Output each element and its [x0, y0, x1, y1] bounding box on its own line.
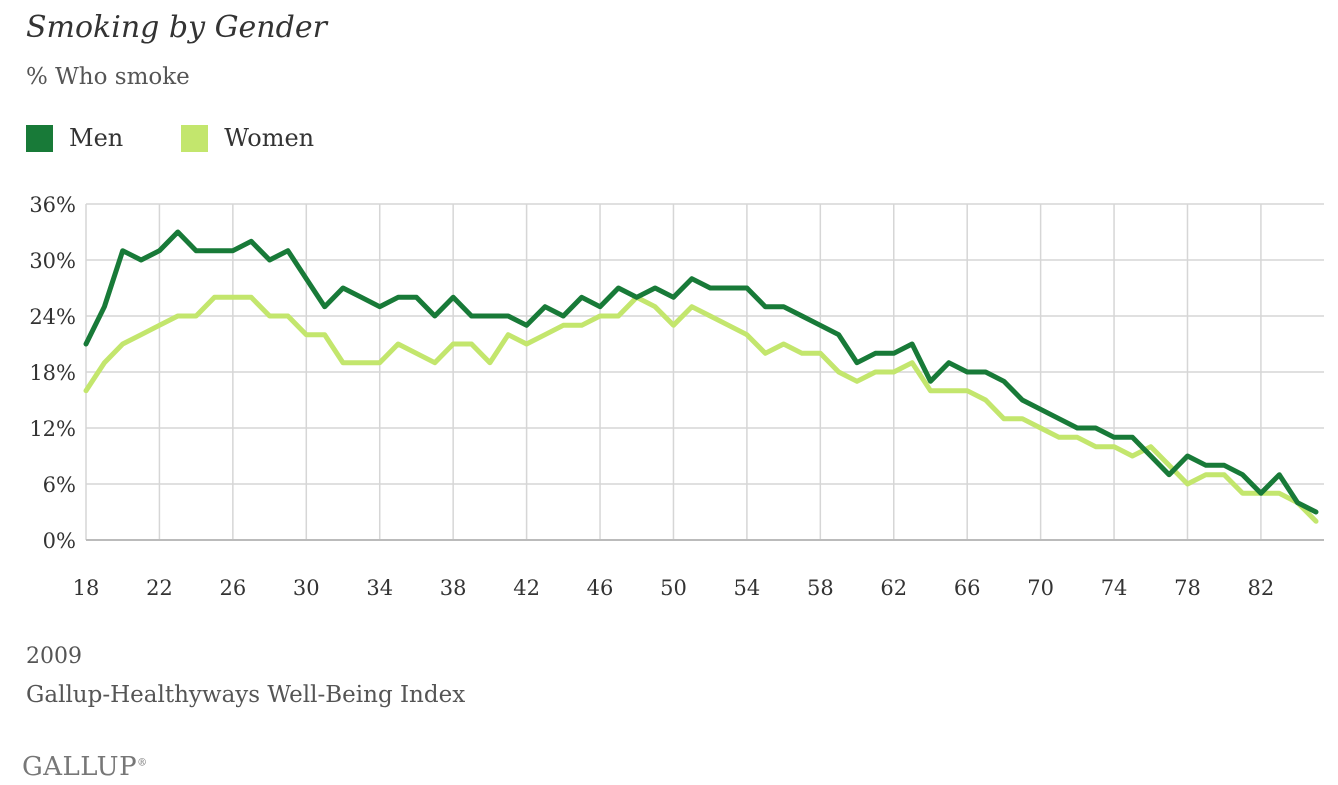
x-tick-label: 26 [219, 576, 246, 600]
y-tick-label: 6% [43, 473, 76, 497]
chart-subtitle: % Who smoke [26, 64, 190, 90]
footer-source: Gallup-Healthyways Well-Being Index [26, 682, 466, 708]
legend-label-women: Women [224, 124, 315, 152]
x-tick-label: 78 [1174, 576, 1201, 600]
grid [85, 203, 1324, 541]
legend-item-women: Women [181, 124, 314, 152]
x-tick-label: 22 [146, 576, 173, 600]
x-tick-label: 58 [807, 576, 834, 600]
x-tick-label: 66 [954, 576, 981, 600]
x-tick-label: 46 [587, 576, 614, 600]
legend-item-men: Men [26, 124, 123, 152]
x-tick-label: 82 [1248, 576, 1275, 600]
x-tick-label: 74 [1101, 576, 1128, 600]
x-tick-label: 42 [513, 576, 540, 600]
y-tick-label: 30% [29, 249, 76, 273]
series-line-women [83, 294, 1319, 524]
y-tick-label: 18% [29, 361, 76, 385]
legend: Men Women [26, 124, 372, 152]
x-tick-label: 30 [293, 576, 320, 600]
trademark-mark: ® [137, 757, 148, 769]
x-tick-label: 38 [440, 576, 467, 600]
axes: 0% 6% 12% 18% 24% 30% 36% 18 22 26 30 34 38 42 46 50 54 5… [29, 193, 1324, 600]
x-tick-label: 34 [366, 576, 393, 600]
gallup-logo: GALLUP® [22, 752, 148, 782]
y-tick-label: 12% [29, 417, 76, 441]
footer-year: 2009 [26, 644, 82, 669]
gallup-logo-text: GALLUP [22, 752, 138, 782]
chart-title: Smoking by Gender [26, 10, 327, 45]
y-tick-label: 0% [43, 529, 76, 553]
line-chart: 0% 6% 12% 18% 24% 30% 36% 18 22 26 30 34 38 42 46 50 54 5… [29, 193, 1324, 600]
x-tick-label: 50 [660, 576, 687, 600]
y-tick-label: 36% [29, 193, 76, 217]
legend-swatch-men [26, 124, 53, 152]
x-tick-label: 18 [73, 576, 100, 600]
y-tick-label: 24% [29, 305, 76, 329]
legend-swatch-women [181, 124, 209, 152]
series [83, 229, 1319, 524]
x-tick-label: 54 [734, 576, 761, 600]
x-tick-label: 62 [880, 576, 907, 600]
series-line-men [83, 229, 1319, 515]
x-tick-label: 70 [1027, 576, 1054, 600]
legend-label-men: Men [69, 124, 124, 152]
